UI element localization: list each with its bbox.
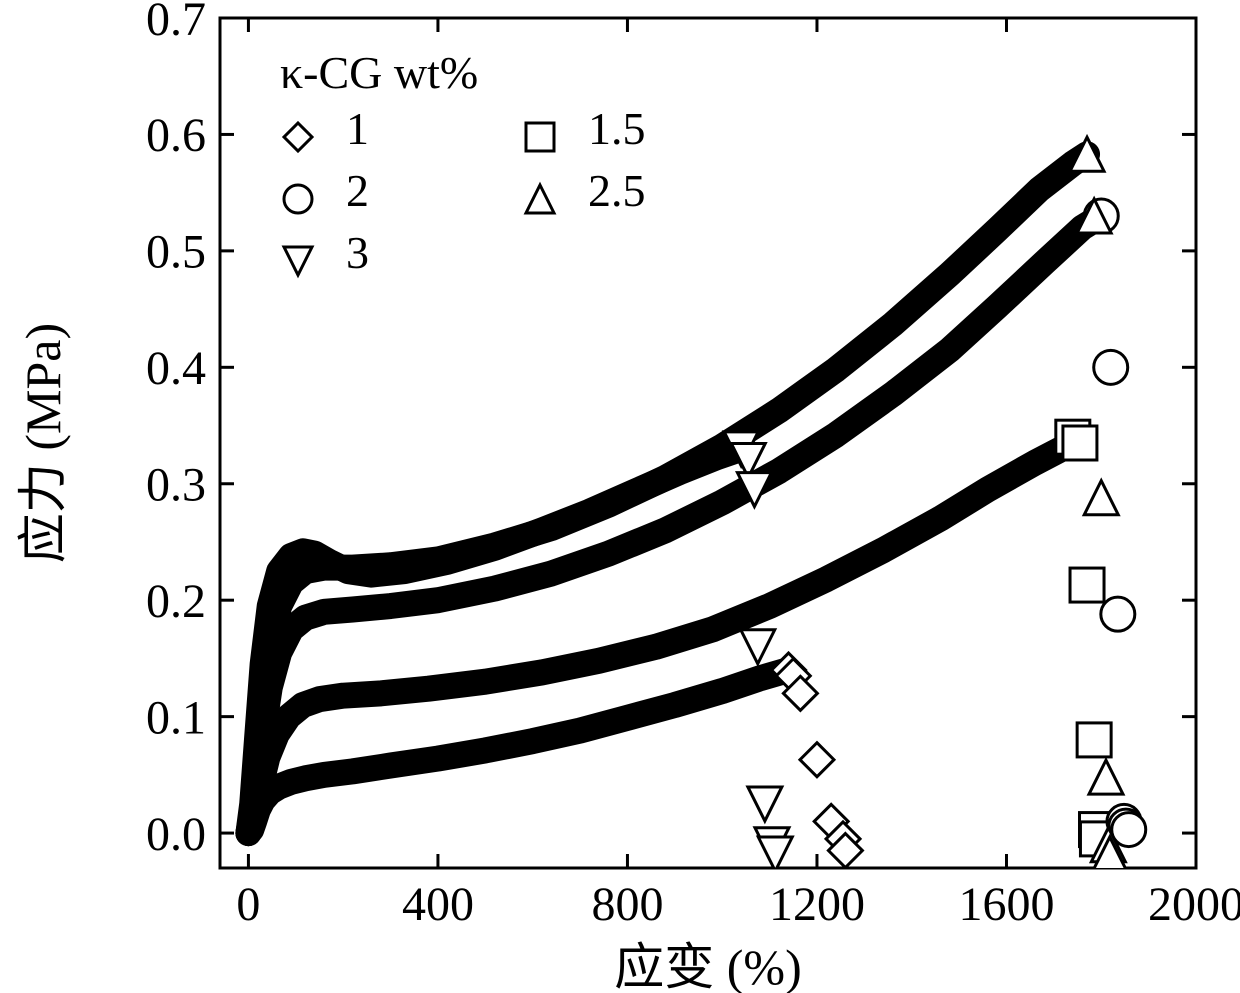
- y-tick-label: 0.1: [146, 691, 206, 744]
- y-tick-label: 0.3: [146, 459, 206, 512]
- x-tick-label: 1600: [958, 878, 1054, 931]
- y-tick-label: 0.4: [146, 342, 206, 395]
- square-marker: [526, 123, 554, 151]
- circle-marker: [1094, 350, 1128, 384]
- x-tick-label: 400: [402, 878, 474, 931]
- x-axis-label: 应变 (%): [614, 939, 801, 993]
- square-marker: [1070, 568, 1104, 602]
- legend-title: κ-CG wt%: [280, 47, 478, 98]
- x-tick-label: 2000: [1148, 878, 1240, 931]
- y-tick-label: 0.2: [146, 575, 206, 628]
- y-axis-label: 应力 (MPa): [15, 323, 71, 563]
- legend-item-label: 1: [346, 103, 369, 154]
- circle-marker: [1101, 597, 1135, 631]
- y-tick-label: 0.5: [146, 226, 206, 279]
- y-tick-label: 0.0: [146, 808, 206, 861]
- x-tick-label: 1200: [769, 878, 865, 931]
- legend-item-label: 2: [346, 165, 369, 216]
- y-tick-label: 0.7: [146, 0, 206, 46]
- legend-item-label: 3: [346, 227, 369, 278]
- circle-marker: [284, 185, 312, 213]
- square-marker: [1063, 426, 1097, 460]
- square-marker: [1077, 723, 1111, 757]
- x-tick-label: 800: [591, 878, 663, 931]
- y-tick-label: 0.6: [146, 109, 206, 162]
- x-tick-label: 0: [236, 878, 260, 931]
- stress-strain-chart: 0 400 800 1200 1600 2000 0.0 0.1 0.2 0.3 0.4 0.5 0.6…: [0, 0, 1240, 993]
- legend-item-label: 1.5: [588, 103, 646, 154]
- chart-container: { "chart": { "type": "line-scatter", "ba…: [0, 0, 1240, 993]
- legend-item-label: 2.5: [588, 165, 646, 216]
